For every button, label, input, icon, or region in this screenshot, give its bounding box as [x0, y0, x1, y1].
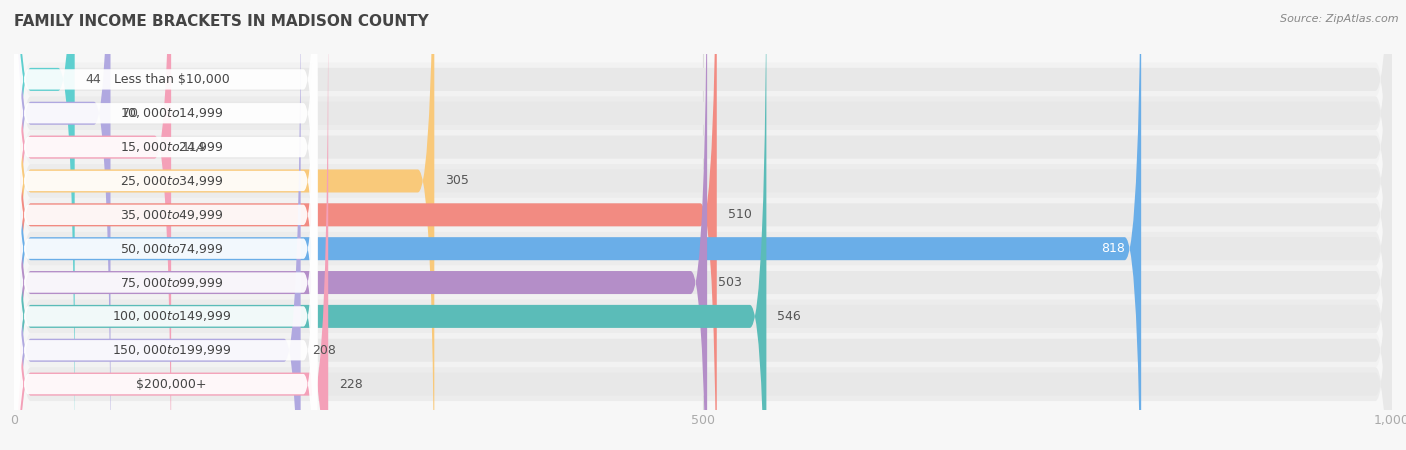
Text: FAMILY INCOME BRACKETS IN MADISON COUNTY: FAMILY INCOME BRACKETS IN MADISON COUNTY: [14, 14, 429, 28]
FancyBboxPatch shape: [14, 0, 1392, 450]
FancyBboxPatch shape: [14, 0, 1392, 450]
Text: $35,000 to $49,999: $35,000 to $49,999: [120, 208, 224, 222]
FancyBboxPatch shape: [14, 0, 1392, 450]
FancyBboxPatch shape: [14, 0, 1392, 450]
FancyBboxPatch shape: [14, 0, 717, 450]
FancyBboxPatch shape: [14, 0, 318, 408]
FancyBboxPatch shape: [14, 0, 318, 450]
FancyBboxPatch shape: [14, 0, 1392, 450]
FancyBboxPatch shape: [14, 0, 766, 450]
FancyBboxPatch shape: [14, 0, 1142, 450]
FancyBboxPatch shape: [14, 0, 1392, 450]
Text: $150,000 to $199,999: $150,000 to $199,999: [112, 343, 232, 357]
FancyBboxPatch shape: [14, 0, 328, 450]
Text: $100,000 to $149,999: $100,000 to $149,999: [112, 310, 232, 324]
FancyBboxPatch shape: [14, 0, 1392, 450]
FancyBboxPatch shape: [14, 0, 318, 450]
Text: 44: 44: [86, 73, 101, 86]
FancyBboxPatch shape: [14, 0, 1392, 450]
FancyBboxPatch shape: [14, 0, 318, 450]
FancyBboxPatch shape: [14, 0, 318, 450]
FancyBboxPatch shape: [14, 56, 318, 450]
Text: $25,000 to $34,999: $25,000 to $34,999: [120, 174, 224, 188]
FancyBboxPatch shape: [14, 0, 1392, 450]
Text: 818: 818: [1101, 242, 1125, 255]
Text: $10,000 to $14,999: $10,000 to $14,999: [120, 106, 224, 120]
FancyBboxPatch shape: [14, 0, 1392, 450]
FancyBboxPatch shape: [14, 0, 1392, 450]
FancyBboxPatch shape: [14, 0, 318, 450]
FancyBboxPatch shape: [14, 0, 1392, 450]
FancyBboxPatch shape: [14, 0, 1392, 450]
Text: 208: 208: [312, 344, 336, 357]
Text: Less than $10,000: Less than $10,000: [114, 73, 229, 86]
Text: 503: 503: [718, 276, 742, 289]
FancyBboxPatch shape: [14, 0, 1392, 450]
FancyBboxPatch shape: [14, 0, 111, 450]
FancyBboxPatch shape: [14, 0, 301, 450]
FancyBboxPatch shape: [14, 0, 1392, 450]
FancyBboxPatch shape: [14, 0, 318, 441]
Text: 510: 510: [728, 208, 752, 221]
FancyBboxPatch shape: [14, 0, 1392, 450]
Text: $50,000 to $74,999: $50,000 to $74,999: [120, 242, 224, 256]
Text: $200,000+: $200,000+: [136, 378, 207, 391]
FancyBboxPatch shape: [14, 0, 434, 450]
FancyBboxPatch shape: [14, 0, 318, 450]
FancyBboxPatch shape: [14, 0, 707, 450]
Text: Source: ZipAtlas.com: Source: ZipAtlas.com: [1281, 14, 1399, 23]
Text: $15,000 to $24,999: $15,000 to $24,999: [120, 140, 224, 154]
Text: 70: 70: [121, 107, 138, 120]
FancyBboxPatch shape: [14, 22, 318, 450]
Text: $75,000 to $99,999: $75,000 to $99,999: [120, 275, 224, 289]
Text: 305: 305: [446, 175, 470, 188]
FancyBboxPatch shape: [14, 0, 75, 450]
FancyBboxPatch shape: [14, 0, 1392, 450]
Text: 546: 546: [778, 310, 801, 323]
Text: 114: 114: [183, 140, 205, 153]
FancyBboxPatch shape: [14, 0, 172, 450]
FancyBboxPatch shape: [14, 0, 1392, 450]
Text: 228: 228: [339, 378, 363, 391]
FancyBboxPatch shape: [14, 0, 1392, 450]
FancyBboxPatch shape: [14, 0, 1392, 450]
